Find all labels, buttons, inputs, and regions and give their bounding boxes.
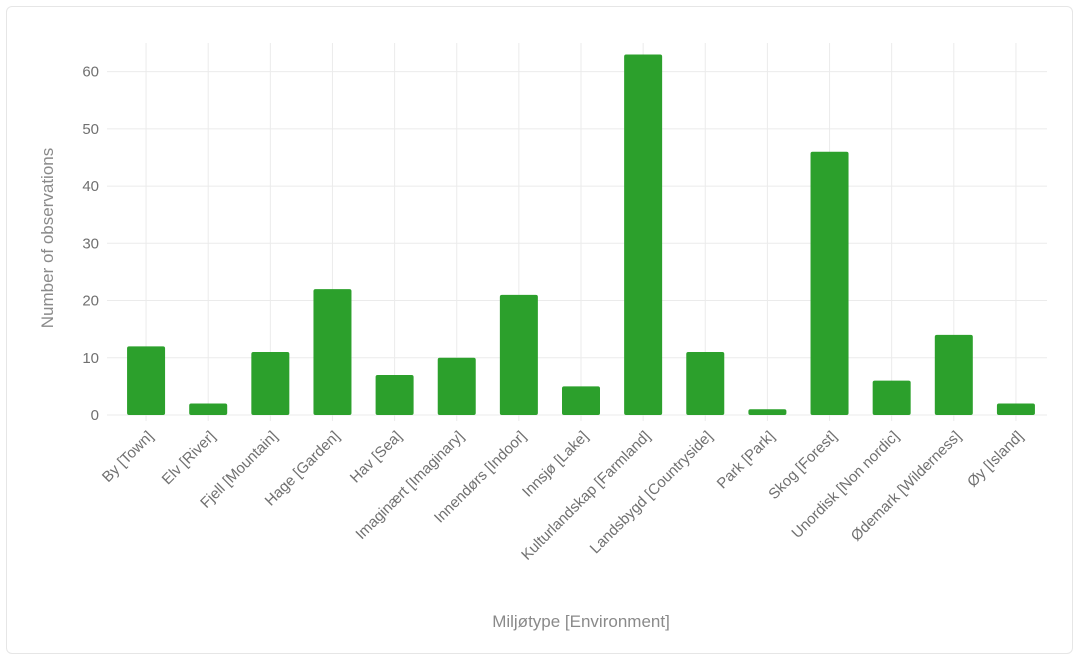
bar xyxy=(375,374,414,415)
x-axis-title: Miljøtype [Environment] xyxy=(492,612,670,631)
x-tick-label: Elv [River] xyxy=(159,428,219,488)
bar xyxy=(686,352,725,415)
bar-chart: 0 10 20 30 40 50 60 By [Town] Elv [River]Fjell … xyxy=(38,43,1047,631)
x-tick-label: Landsbygd [Countryside] xyxy=(587,428,716,557)
y-axis-title: Number of observations xyxy=(38,148,57,328)
x-tick-label: Imaginært [Imaginary] xyxy=(352,428,467,543)
y-tick-label: 0 xyxy=(91,407,99,424)
x-tick-label: Øy [Island] xyxy=(964,428,1027,491)
bar xyxy=(437,357,476,415)
bar xyxy=(624,54,663,415)
y-tick-label: 30 xyxy=(82,235,99,252)
x-axis-ticks: By [Town] Elv [River]Fjell [Mountain]Hage… xyxy=(99,428,1027,564)
y-tick-label: 50 xyxy=(82,121,99,138)
x-tick-label: By [Town] xyxy=(99,428,157,486)
bar xyxy=(499,294,538,415)
bars xyxy=(127,54,1035,415)
bar xyxy=(127,346,166,415)
bar xyxy=(872,380,911,415)
bar xyxy=(562,386,600,415)
y-tick-label: 10 xyxy=(82,350,99,367)
bar xyxy=(748,409,787,415)
bar xyxy=(934,334,973,415)
bar xyxy=(996,403,1035,415)
y-axis-ticks: 0 10 20 30 40 50 60 xyxy=(82,64,99,424)
grid-lines xyxy=(107,43,1047,421)
x-tick-label: Hav [Sea] xyxy=(347,428,406,487)
y-tick-label: 60 xyxy=(82,64,99,81)
bar xyxy=(313,289,352,415)
x-tick-label: Unordisk [Non nordic] xyxy=(788,428,902,542)
chart-card: 0 10 20 30 40 50 60 By [Town] Elv [River] Fjell … xyxy=(6,6,1073,654)
bar xyxy=(189,403,228,415)
x-tick-label: Kulturlandskap [Farmland] xyxy=(518,428,654,564)
x-tick-label: Park [Park] xyxy=(714,428,778,492)
bar xyxy=(810,151,849,415)
y-tick-label: 40 xyxy=(82,178,99,195)
bar xyxy=(251,352,290,415)
y-tick-label: 20 xyxy=(82,293,99,310)
x-tick-label: Ødemark [Wilderness] xyxy=(848,428,965,545)
